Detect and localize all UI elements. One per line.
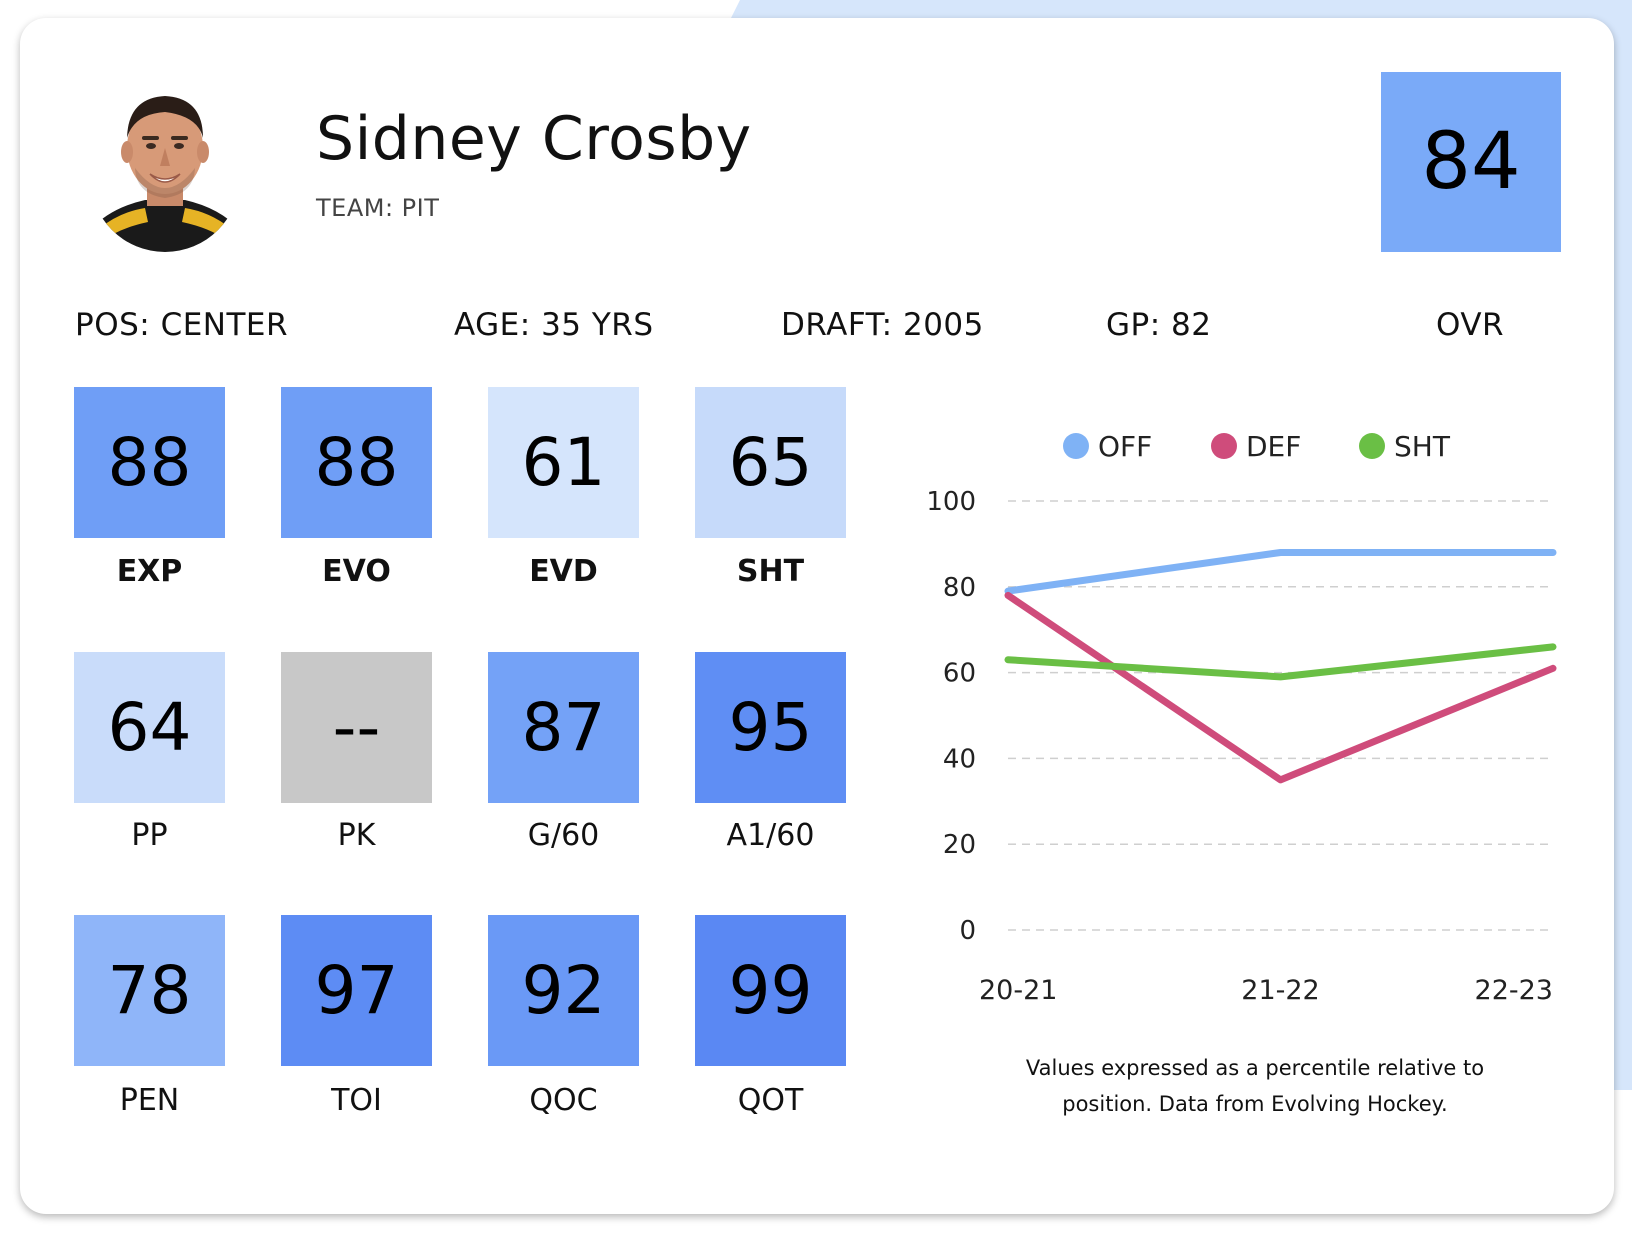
stat-label-g60: G/60 [527,818,600,853]
x-tick-label: 21-22 [1241,975,1319,1006]
stat-tile-qot: 99 [695,915,846,1066]
player-name: Sidney Crosby [316,104,752,174]
stat-value: 92 [521,952,606,1029]
overall-rating-box: 84 [1381,72,1561,252]
stat-label-toi: TOI [331,1083,382,1118]
stat-value: 65 [728,424,813,501]
age-label: AGE: 35 YRS [454,307,654,343]
stat-value: 88 [314,424,399,501]
stat-tile-pk: -- [281,652,432,803]
stat-tile-exp: 88 [74,387,225,538]
stat-label-qot: QOT [737,1083,804,1118]
stat-label-evo: EVO [322,554,391,589]
overall-rating-label: OVR [1436,307,1505,343]
y-tick-label: 20 [943,830,976,860]
player-headshot [90,80,240,252]
stat-value: 95 [728,689,813,766]
legend-label-def: DEF [1246,430,1301,463]
stat-value: 99 [728,952,813,1029]
player-headshot-image [90,80,240,252]
legend-marker-sht [1359,433,1385,459]
stat-tile-a160: 95 [695,652,846,803]
stat-label-pen: PEN [119,1083,180,1118]
stat-value: 61 [521,424,606,501]
player-team: TEAM: PIT [316,194,440,222]
stat-value: 64 [107,689,192,766]
stat-tile-pen: 78 [74,915,225,1066]
stat-value: 88 [107,424,192,501]
stat-label-a160: A1/60 [726,818,815,853]
stat-tile-qoc: 92 [488,915,639,1066]
stat-tile-evd: 61 [488,387,639,538]
stat-label-sht: SHT [736,554,805,589]
stat-tile-toi: 97 [281,915,432,1066]
y-tick-label: 60 [943,659,976,689]
stat-value: 87 [521,689,606,766]
chart-footnote: Values expressed as a percentile relativ… [1025,1056,1485,1116]
stat-value: 78 [107,952,192,1029]
stat-label-evd: EVD [529,554,598,589]
stat-label-qoc: QOC [529,1083,598,1118]
stat-label-exp: EXP [116,554,183,589]
overall-rating-value: 84 [1421,117,1521,207]
stat-label-pp: PP [131,818,168,853]
y-tick-label: 80 [943,573,976,603]
series-line-off [1004,548,1557,595]
legend-label-off: OFF [1098,430,1152,463]
stat-tile-pp: 64 [74,652,225,803]
games-played-label: GP: 82 [1106,307,1212,343]
stat-value: 97 [314,952,399,1029]
x-tick-label: 22-23 [1475,975,1553,1006]
stat-tile-sht: 65 [695,387,846,538]
y-tick-label: 0 [959,916,976,946]
stat-tile-evo: 88 [281,387,432,538]
y-tick-label: 100 [926,487,976,517]
series-line-def [1004,591,1557,784]
y-tick-label: 40 [943,744,976,774]
legend-marker-def [1211,433,1237,459]
legend-label-sht: SHT [1394,430,1451,463]
draft-label: DRAFT: 2005 [781,307,984,343]
stat-value: -- [332,689,381,766]
x-tick-label: 20-21 [979,975,1057,1006]
stat-tile-g60: 87 [488,652,639,803]
series-line-sht [1004,643,1557,681]
position-label: POS: CENTER [75,307,289,343]
legend-marker-off [1063,433,1089,459]
stat-label-pk: PK [337,818,376,853]
